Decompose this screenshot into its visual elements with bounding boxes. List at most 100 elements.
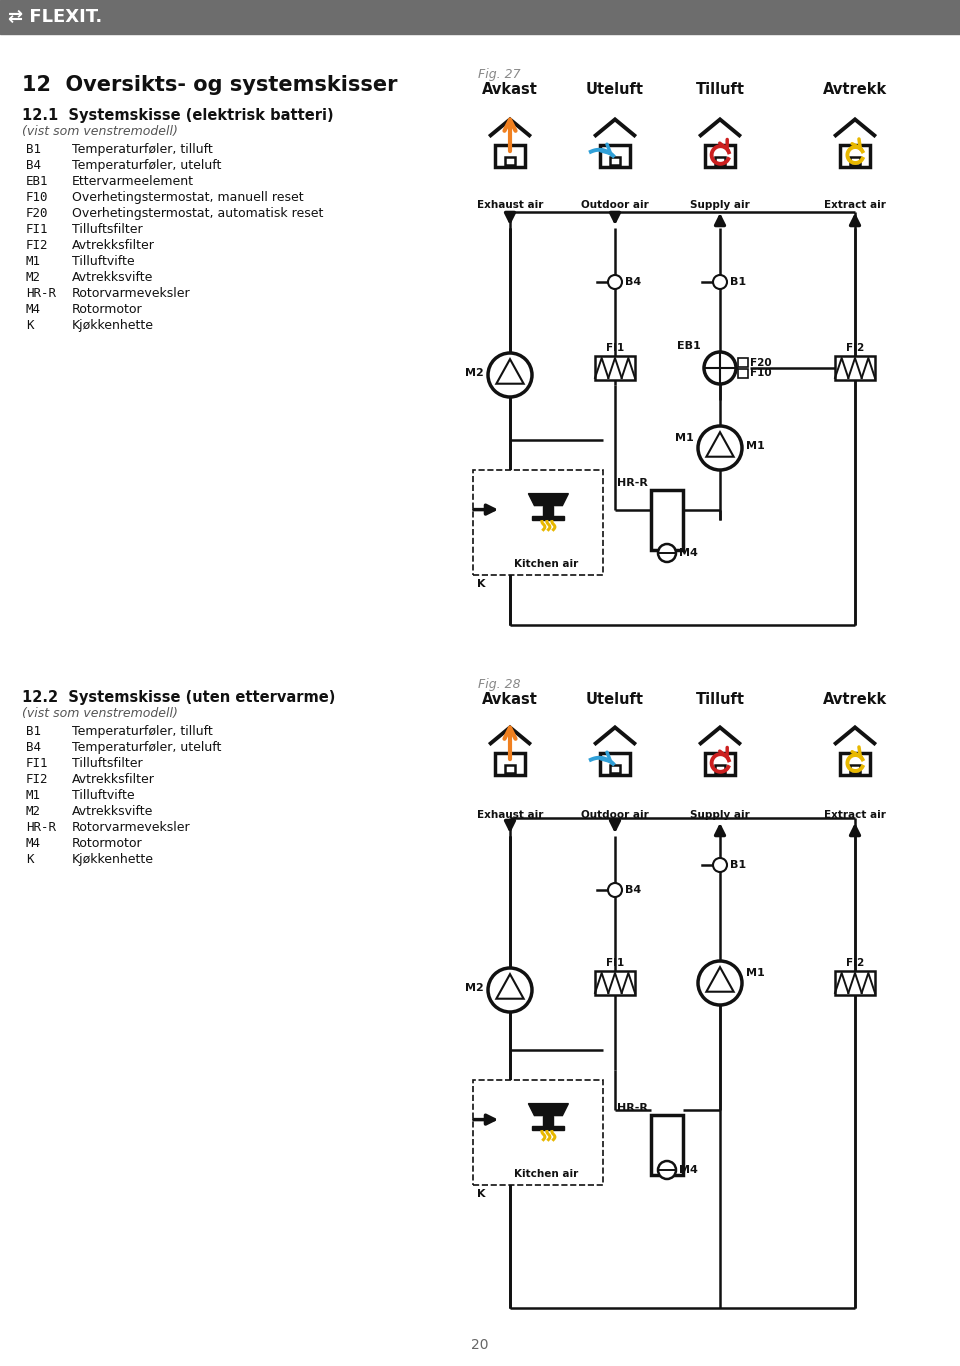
Bar: [850, 765, 860, 773]
Text: K: K: [477, 1188, 486, 1199]
Text: Temperaturføler, uteluft: Temperaturføler, uteluft: [72, 158, 222, 172]
Text: K: K: [477, 579, 486, 589]
Text: HR-R: HR-R: [26, 287, 56, 301]
Text: Uteluft: Uteluft: [586, 693, 644, 708]
Text: FI1: FI1: [26, 223, 49, 236]
Text: 12.1  Systemskisse (elektrisk batteri): 12.1 Systemskisse (elektrisk batteri): [22, 108, 334, 123]
Text: Rotorvarmeveksler: Rotorvarmeveksler: [72, 287, 191, 301]
Text: Avtrekk: Avtrekk: [823, 693, 887, 708]
Bar: [840, 753, 870, 775]
Bar: [505, 765, 516, 773]
Circle shape: [704, 352, 736, 384]
Bar: [505, 157, 516, 165]
Bar: [473, 470, 603, 575]
Text: Rotormotor: Rotormotor: [72, 303, 143, 316]
Text: Uteluft: Uteluft: [586, 82, 644, 97]
Text: Avtrekk: Avtrekk: [823, 82, 887, 97]
Bar: [600, 145, 630, 167]
Text: HR-R: HR-R: [617, 478, 648, 488]
Bar: [705, 753, 735, 775]
Text: Avkast: Avkast: [482, 693, 538, 708]
Text: 12.2  Systemskisse (uten ettervarme): 12.2 Systemskisse (uten ettervarme): [22, 690, 335, 705]
Circle shape: [658, 1161, 676, 1179]
Bar: [543, 1116, 553, 1127]
Text: Supply air: Supply air: [690, 810, 750, 820]
Text: EB1: EB1: [677, 342, 701, 351]
Bar: [595, 971, 635, 994]
Bar: [495, 145, 525, 167]
Text: Overhetingstermostat, automatisk reset: Overhetingstermostat, automatisk reset: [72, 208, 324, 220]
Text: K: K: [26, 320, 34, 332]
Circle shape: [658, 544, 676, 561]
Text: M2: M2: [26, 805, 41, 818]
Text: Temperaturføler, tilluft: Temperaturføler, tilluft: [72, 725, 213, 738]
Text: Rotormotor: Rotormotor: [72, 837, 143, 850]
Bar: [738, 369, 748, 378]
Bar: [714, 765, 726, 773]
Text: M1: M1: [746, 968, 765, 978]
Circle shape: [608, 275, 622, 290]
Text: M4: M4: [26, 303, 41, 316]
Text: FI2: FI2: [26, 239, 49, 251]
Bar: [0, 0, 960, 34]
Text: M1: M1: [26, 790, 41, 802]
Text: M2: M2: [466, 367, 484, 378]
Bar: [705, 145, 735, 167]
Text: Outdoor air: Outdoor air: [581, 810, 649, 820]
Text: FI2: FI2: [846, 343, 864, 352]
Text: B4: B4: [625, 885, 641, 895]
Text: Avtrekksfilter: Avtrekksfilter: [72, 239, 155, 251]
Text: F10: F10: [26, 191, 49, 204]
Text: M4: M4: [679, 1165, 698, 1175]
Text: B4: B4: [625, 277, 641, 287]
Text: M1: M1: [26, 255, 41, 268]
Text: M4: M4: [26, 837, 41, 850]
Text: K: K: [26, 852, 34, 866]
Text: HR-R: HR-R: [617, 1102, 648, 1113]
Circle shape: [698, 962, 742, 1005]
Text: B1: B1: [26, 725, 41, 738]
Text: Overhetingstermostat, manuell reset: Overhetingstermostat, manuell reset: [72, 191, 303, 204]
Text: Extract air: Extract air: [824, 810, 886, 820]
Circle shape: [488, 968, 532, 1012]
Text: F20: F20: [750, 358, 772, 367]
Text: B1: B1: [730, 861, 746, 870]
Bar: [495, 753, 525, 775]
Text: F20: F20: [26, 208, 49, 220]
Text: EB1: EB1: [26, 175, 49, 189]
Text: B4: B4: [26, 158, 41, 172]
Text: B1: B1: [730, 277, 746, 287]
Text: Temperaturføler, uteluft: Temperaturføler, uteluft: [72, 740, 222, 754]
Text: M2: M2: [26, 270, 41, 284]
Bar: [651, 490, 683, 550]
Text: Tilluft: Tilluft: [695, 693, 745, 708]
Text: FI2: FI2: [26, 773, 49, 785]
Text: M2: M2: [466, 982, 484, 993]
Text: 12  Oversikts- og systemskisser: 12 Oversikts- og systemskisser: [22, 75, 397, 96]
Text: Fig. 28: Fig. 28: [478, 678, 520, 691]
Circle shape: [608, 882, 622, 897]
Text: Kjøkkenhette: Kjøkkenhette: [72, 852, 154, 866]
Text: Ettervarmeelement: Ettervarmeelement: [72, 175, 194, 189]
Bar: [610, 157, 620, 165]
Bar: [651, 1115, 683, 1175]
Text: FI1: FI1: [26, 757, 49, 770]
Text: B4: B4: [26, 740, 41, 754]
Bar: [533, 1126, 564, 1130]
Text: Tilluftsfilter: Tilluftsfilter: [72, 757, 143, 770]
Circle shape: [698, 426, 742, 470]
Text: Rotorvarmeveksler: Rotorvarmeveksler: [72, 821, 191, 835]
Bar: [850, 157, 860, 165]
Text: Tilluftsfilter: Tilluftsfilter: [72, 223, 143, 236]
Text: FI1: FI1: [606, 958, 624, 968]
Text: Fig. 27: Fig. 27: [478, 68, 520, 81]
Bar: [840, 145, 870, 167]
Text: FI2: FI2: [846, 958, 864, 968]
Text: F10: F10: [750, 369, 772, 378]
Text: HR-R: HR-R: [26, 821, 56, 835]
Polygon shape: [528, 1104, 568, 1116]
Text: (vist som venstremodell): (vist som venstremodell): [22, 126, 178, 138]
Bar: [714, 157, 726, 165]
Bar: [835, 357, 875, 380]
Text: ⇄ FLEXIT.: ⇄ FLEXIT.: [8, 8, 103, 26]
